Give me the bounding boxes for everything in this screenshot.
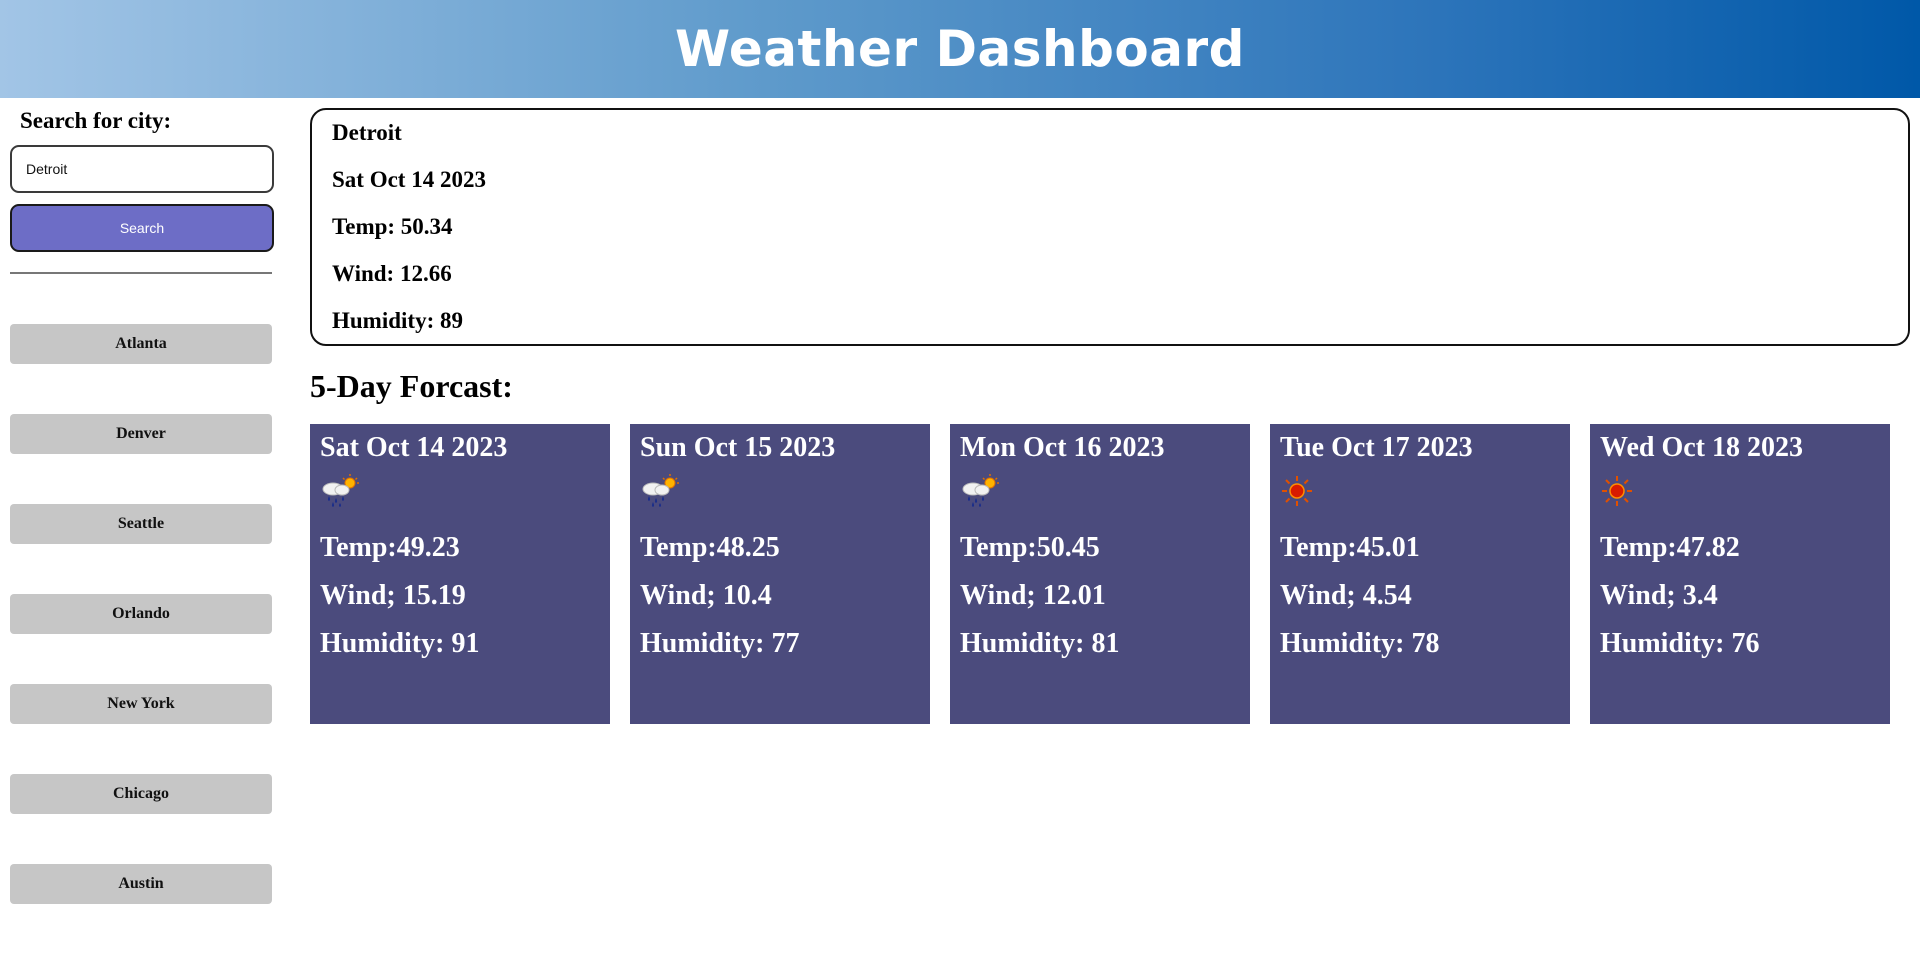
forecast-card: Sat Oct 14 2023 Temp:49.23 Wind; 15.19 H…: [310, 424, 610, 724]
forecast-date: Wed Oct 18 2023: [1600, 432, 1803, 463]
forecast-humidity: Humidity: 78: [1280, 628, 1440, 659]
history-city-button[interactable]: Denver: [10, 414, 272, 454]
sun-icon: [1280, 474, 1560, 518]
current-date: Sat Oct 14 2023: [332, 167, 486, 192]
history-city-button[interactable]: Austin: [10, 864, 272, 904]
rain-sun-icon: [640, 474, 920, 518]
current-weather-panel: Detroit Sat Oct 14 2023 Temp: 50.34 Wind…: [310, 108, 1910, 346]
forecast-card: Sun Oct 15 2023 Temp:48.25 Wind; 10.4 Hu…: [630, 424, 930, 724]
rain-sun-icon: [320, 474, 600, 518]
search-label: Search for city:: [20, 108, 172, 133]
current-city: Detroit: [332, 120, 402, 145]
forecast-wind: Wind; 12.01: [960, 580, 1106, 611]
forecast-title: 5-Day Forcast:: [310, 368, 513, 404]
history-city-button[interactable]: Orlando: [10, 594, 272, 634]
forecast-temp: Temp:50.45: [960, 532, 1100, 563]
forecast-date: Sun Oct 15 2023: [640, 432, 836, 463]
forecast-wind: Wind; 10.4: [640, 580, 772, 611]
sun-icon: [1600, 474, 1880, 518]
forecast-wind: Wind; 4.54: [1280, 580, 1412, 611]
forecast-humidity: Humidity: 81: [960, 628, 1120, 659]
divider: [10, 272, 272, 274]
forecast-temp: Temp:45.01: [1280, 532, 1420, 563]
forecast-humidity: Humidity: 76: [1600, 628, 1760, 659]
forecast-date: Mon Oct 16 2023: [960, 432, 1165, 463]
forecast-date: Sat Oct 14 2023: [320, 432, 508, 463]
forecast-card: Mon Oct 16 2023 Temp:50.45 Wind; 12.01 H…: [950, 424, 1250, 724]
forecast-temp: Temp:49.23: [320, 532, 460, 563]
forecast-wind: Wind; 3.4: [1600, 580, 1718, 611]
current-temp: Temp: 50.34: [332, 214, 453, 239]
page-header: Weather Dashboard: [0, 0, 1920, 98]
forecast-wind: Wind; 15.19: [320, 580, 466, 611]
forecast-humidity: Humidity: 91: [320, 628, 480, 659]
forecast-humidity: Humidity: 77: [640, 628, 800, 659]
city-search-input[interactable]: [10, 145, 274, 193]
current-wind: Wind: 12.66: [332, 261, 452, 286]
forecast-card: Tue Oct 17 2023 Temp:45.01 Wind; 4.54 Hu…: [1270, 424, 1570, 724]
history-city-button[interactable]: Chicago: [10, 774, 272, 814]
page-title: Weather Dashboard: [675, 20, 1245, 78]
history-city-button[interactable]: Atlanta: [10, 324, 272, 364]
history-city-button[interactable]: Seattle: [10, 504, 272, 544]
forecast-date: Tue Oct 17 2023: [1280, 432, 1473, 463]
search-button[interactable]: Search: [10, 204, 274, 252]
forecast-temp: Temp:47.82: [1600, 532, 1740, 563]
history-city-button[interactable]: New York: [10, 684, 272, 724]
rain-sun-icon: [960, 474, 1240, 518]
current-humidity: Humidity: 89: [332, 308, 463, 333]
forecast-temp: Temp:48.25: [640, 532, 780, 563]
forecast-card: Wed Oct 18 2023 Temp:47.82 Wind; 3.4 Hum…: [1590, 424, 1890, 724]
